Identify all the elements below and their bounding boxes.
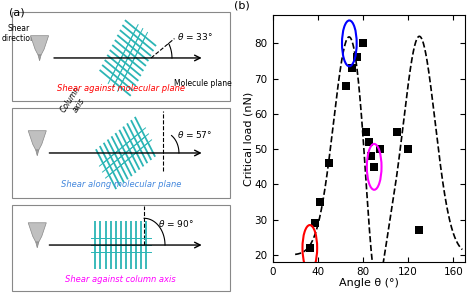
Bar — [12, 12, 230, 101]
Point — [348, 66, 356, 71]
Point — [342, 83, 350, 88]
Text: Shear along molecular plane: Shear along molecular plane — [61, 180, 181, 189]
Text: $\theta$ = 90°: $\theta$ = 90° — [158, 218, 194, 229]
Point — [404, 147, 412, 152]
Text: Column
axis: Column axis — [58, 85, 91, 120]
Text: $\theta$ = 33°: $\theta$ = 33° — [177, 31, 212, 42]
Point — [393, 129, 401, 134]
Point — [312, 221, 319, 226]
Text: Molecule plane: Molecule plane — [174, 79, 232, 88]
Point — [416, 228, 423, 233]
Y-axis label: Critical load (nN): Critical load (nN) — [243, 92, 253, 186]
Point — [325, 161, 333, 166]
Text: (b): (b) — [234, 0, 250, 10]
Polygon shape — [36, 242, 39, 248]
X-axis label: Angle θ (°): Angle θ (°) — [338, 278, 399, 288]
Text: $\theta$ = 57°: $\theta$ = 57° — [177, 129, 212, 140]
Polygon shape — [38, 55, 41, 61]
Bar — [12, 108, 230, 198]
Point — [370, 165, 378, 169]
Text: Shear
direction: Shear direction — [2, 24, 36, 43]
Text: Shear against molecular plane: Shear against molecular plane — [57, 84, 185, 93]
Point — [365, 140, 372, 145]
Point — [306, 245, 314, 250]
Point — [354, 55, 361, 60]
Polygon shape — [28, 223, 46, 242]
Point — [359, 41, 367, 46]
Text: Shear against column axis: Shear against column axis — [65, 275, 176, 284]
Polygon shape — [36, 150, 39, 156]
Polygon shape — [28, 131, 46, 150]
Text: (a): (a) — [9, 8, 25, 18]
Polygon shape — [30, 36, 49, 55]
Point — [376, 147, 383, 152]
Point — [316, 200, 324, 205]
Bar — [12, 205, 230, 291]
Point — [363, 129, 370, 134]
Point — [367, 154, 374, 159]
